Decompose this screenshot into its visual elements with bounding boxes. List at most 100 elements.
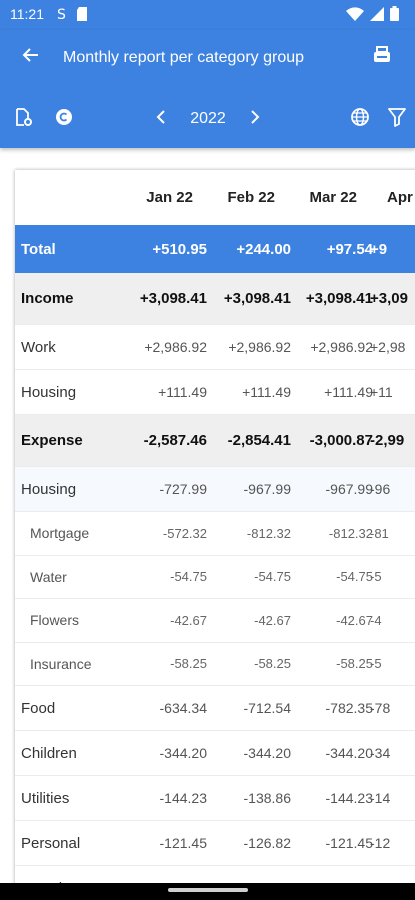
row-value: +244.00 [236, 240, 291, 258]
category-row[interactable]: Children -344.20 -344.20 -344.20 -34 [15, 731, 415, 776]
row-value: -54.75 [336, 569, 373, 585]
sd-card-icon [76, 6, 88, 27]
row-value: -14 [370, 790, 391, 806]
row-value: -34 [370, 745, 391, 761]
next-year-button[interactable] [244, 106, 266, 132]
report-table[interactable]: Jan 22 Feb 22 Mar 22 Apr Total +510.95 +24… [15, 170, 415, 890]
home-gesture-handle[interactable] [168, 888, 248, 892]
previous-year-button[interactable] [150, 106, 172, 132]
row-value: -78 [370, 700, 391, 716]
row-value: -782.35 [325, 700, 373, 716]
row-value: -138.86 [243, 790, 291, 806]
row-value: +3,09 [370, 290, 408, 307]
back-button[interactable] [18, 44, 44, 70]
filter-icon [388, 107, 406, 132]
category-row[interactable]: Food -634.34 -712.54 -782.35 -78 [15, 686, 415, 731]
row-label: Housing [21, 383, 77, 401]
row-value: +111.49 [158, 384, 207, 400]
currency-button[interactable] [51, 106, 77, 132]
row-value: -58.25 [336, 656, 373, 672]
row-value: -2,587.46 [143, 432, 207, 449]
row-value: -812.32 [246, 525, 291, 541]
category-row[interactable]: Utilities -144.23 -138.86 -144.23 -14 [15, 776, 415, 821]
row-label: Children [21, 744, 77, 762]
subcategory-row[interactable]: Mortgage -572.32 -812.32 -812.32 -81 [15, 512, 415, 556]
row-label: Insurance [30, 655, 92, 672]
row-value: -344.20 [243, 745, 291, 761]
row-value: -144.23 [159, 790, 207, 806]
row-value: -967.99 [243, 481, 291, 497]
row-value: -967.99 [325, 481, 373, 497]
row-label: Total [21, 240, 56, 258]
category-row[interactable]: Work +2,986.92 +2,986.92 +2,986.92 +2,98 [15, 325, 415, 370]
subcategory-row[interactable]: Insurance -58.25 -58.25 -58.25 -5 [15, 643, 415, 686]
row-value: +3,098.41 [139, 290, 207, 307]
month-header: Feb 22 [227, 189, 275, 206]
row-value: +3,098.41 [223, 290, 291, 307]
row-value: +510.95 [152, 240, 207, 258]
row-value: +2,986.92 [144, 339, 207, 355]
row-value: +3,098.41 [305, 290, 373, 307]
group-row[interactable]: Expense -2,587.46 -2,854.41 -3,000.87 -2,99 [15, 415, 415, 467]
row-value: -5 [370, 656, 382, 672]
row-value: -96 [370, 481, 391, 497]
month-header: Mar 22 [309, 189, 357, 206]
row-value: -12 [370, 835, 391, 851]
row-value: +11 [370, 384, 393, 400]
page-title: Monthly report per category group [63, 49, 305, 66]
row-value: -81 [370, 525, 389, 541]
category-row[interactable]: Housing +111.49 +111.49 +111.49 +11 [15, 370, 415, 415]
row-value: -121.45 [325, 835, 373, 851]
subcategory-row[interactable]: Flowers -42.67 -42.67 -42.67 -4 [15, 599, 415, 643]
filter-button[interactable] [384, 106, 410, 132]
status-time: 11:21 [10, 6, 44, 22]
row-value: +111.49 [324, 384, 373, 400]
row-value: -54.75 [170, 569, 207, 585]
total-row[interactable]: Total +510.95 +244.00 +97.54 +9 [15, 225, 415, 273]
table-header-row: Jan 22 Feb 22 Mar 22 Apr [15, 170, 415, 225]
row-value: -126.82 [243, 835, 291, 851]
signal-icon [370, 6, 384, 26]
category-row[interactable]: Housing -727.99 -967.99 -967.99 -96 [15, 467, 415, 512]
month-header: Apr [387, 189, 413, 206]
row-value: +111.49 [242, 384, 291, 400]
chevron-left-icon [155, 109, 167, 130]
row-value: +2,98 [370, 339, 406, 355]
year-label[interactable]: 2022 [190, 110, 226, 127]
row-label: Housing [21, 480, 77, 498]
print-icon [373, 45, 391, 69]
row-label: Food [21, 699, 56, 717]
globe-icon [350, 107, 370, 132]
row-value: -42.67 [170, 612, 207, 628]
wifi-icon [346, 6, 364, 26]
category-row[interactable]: Personal -121.45 -126.82 -121.45 -12 [15, 821, 415, 866]
row-value: -2,99 [370, 432, 405, 449]
row-value: -727.99 [159, 481, 207, 497]
row-label: Water [30, 568, 67, 585]
arrow-left-icon [22, 46, 40, 69]
row-value: -42.67 [336, 612, 373, 628]
subcategory-row[interactable]: Water -54.75 -54.75 -54.75 -5 [15, 556, 415, 599]
row-value: -144.23 [325, 790, 373, 806]
row-value: -5 [370, 569, 382, 585]
row-value: -3,000.87 [309, 432, 373, 449]
row-label: Utilities [21, 789, 70, 807]
row-value: +2,986.92 [310, 339, 373, 355]
row-value: -572.32 [162, 525, 207, 541]
export-button[interactable] [369, 44, 395, 70]
row-value: +9 [370, 240, 388, 258]
status-bar: 11:21 S [0, 0, 415, 30]
row-value: -4 [370, 612, 382, 628]
group-row[interactable]: Income +3,098.41 +3,098.41 +3,098.41 +3,09 [15, 273, 415, 325]
row-value: -42.67 [254, 612, 291, 628]
row-value: -58.25 [170, 656, 207, 672]
row-value: +97.54 [326, 240, 373, 258]
file-settings-button[interactable] [10, 106, 36, 132]
month-header: Jan 22 [146, 189, 193, 206]
row-value: -712.54 [243, 700, 291, 716]
row-label: Work [21, 338, 56, 356]
row-label: Income [21, 290, 74, 307]
copyright-icon [54, 107, 74, 132]
globe-button[interactable] [347, 106, 373, 132]
row-label: Personal [21, 834, 81, 852]
